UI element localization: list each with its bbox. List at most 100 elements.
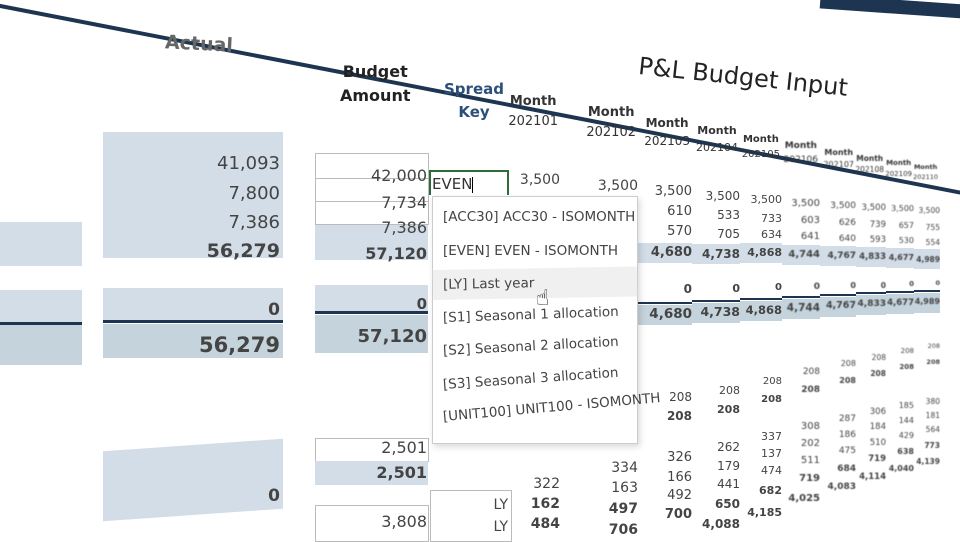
total-rule [820,294,856,296]
budget-input-cell[interactable] [315,178,429,202]
month-value[interactable]: 510 [869,438,886,449]
month-label: Month [587,105,635,120]
month-value[interactable]: 144 [898,416,914,426]
month-value[interactable]: 208 [669,389,692,404]
month-value[interactable]: 705 [717,226,740,241]
spread-key-cell[interactable] [430,490,512,542]
month-value[interactable]: 208 [900,347,914,356]
month-value[interactable]: 441 [717,476,740,491]
month-value[interactable]: 492 [667,487,692,503]
month-total: 0 [775,282,782,293]
month-value[interactable]: 3,500 [705,188,740,203]
month-value[interactable]: 634 [761,228,782,242]
dropdown-option[interactable]: [ACC30] ACC30 - ISOMONTH [443,209,636,225]
budget-value[interactable]: 42,000 [371,166,427,185]
month-value[interactable]: 137 [761,447,782,461]
budget-value[interactable]: 2,501 [381,438,427,457]
month-value[interactable]: 337 [761,430,782,444]
month-value[interactable]: 3,500 [654,183,692,199]
month-header: Month 202110 [913,163,938,183]
month-value[interactable]: 511 [800,455,820,466]
budget-input-cell[interactable] [315,505,429,542]
month-value[interactable]: 755 [925,222,940,232]
month-value[interactable]: 181 [925,410,940,420]
month-value[interactable]: 308 [800,421,820,432]
month-value[interactable]: 287 [838,413,856,424]
month-value[interactable]: 3,500 [830,200,856,211]
total-band [782,299,820,319]
month-value[interactable]: 3,500 [861,203,886,214]
month-total: 4,989 [914,297,940,307]
budget-input-cell[interactable] [315,201,429,225]
month-value[interactable]: 262 [717,439,740,454]
month-value[interactable]: 322 [533,476,560,493]
month-label: Month [509,94,557,109]
month-value[interactable]: 208 [719,384,740,398]
month-total: 484 [530,516,560,533]
month-total: 208 [870,368,886,378]
month-value[interactable]: 208 [840,359,856,369]
spread-key-editor-value[interactable]: EVEN [432,175,473,193]
spread-key-dropdown[interactable]: [ACC30] ACC30 - ISOMONTH [EVEN] EVEN - IS… [432,196,661,444]
month-value[interactable]: 739 [869,220,886,231]
month-value[interactable]: 474 [761,464,782,478]
month-value[interactable]: 326 [667,449,692,465]
month-header: Month 202101 [508,92,558,131]
budget-value[interactable]: 7,734 [381,193,427,212]
month-value[interactable]: 306 [869,407,886,418]
month-value[interactable]: 429 [898,431,914,441]
dropdown-option[interactable]: [LY] Last year [432,266,638,300]
dropdown-option[interactable]: [S1] Seasonal 1 allocation [442,303,619,326]
month-value[interactable]: 166 [667,469,692,485]
month-total: 706 [608,522,638,539]
month-value[interactable]: 3,500 [750,193,783,207]
month-value[interactable]: 184 [869,422,886,433]
actual-zero: 0 [268,300,280,320]
month-total: 4,083 [827,481,856,492]
month-value[interactable]: 593 [869,235,886,246]
month-value[interactable]: 530 [898,236,914,246]
spread-key-editor[interactable]: EVEN [429,170,509,195]
spread-key-value[interactable]: LY [493,519,509,535]
month-value[interactable]: 3,500 [891,204,914,214]
month-value[interactable]: 202 [800,438,820,449]
month-value[interactable]: 610 [667,203,692,219]
month-value[interactable]: 334 [611,460,638,477]
month-value[interactable]: 380 [925,396,940,406]
month-value[interactable]: 185 [898,401,914,411]
spread-key-value[interactable]: LY [493,497,509,513]
month-value[interactable]: 208 [802,366,820,377]
month-value[interactable]: 641 [800,231,820,242]
month-value[interactable]: 208 [762,376,782,387]
month-value[interactable]: 554 [925,237,940,247]
month-value[interactable]: 3,500 [519,172,560,189]
month-value[interactable]: 603 [800,215,820,226]
month-value[interactable]: 208 [927,342,940,351]
month-value[interactable]: 475 [838,445,856,456]
month-value[interactable]: 733 [761,212,782,226]
month-value[interactable]: 208 [871,352,886,362]
month-value[interactable]: 640 [838,233,856,244]
dropdown-option[interactable]: [EVEN] EVEN - ISOMONTH [443,243,619,259]
month-value[interactable]: 570 [667,223,692,239]
month-value[interactable]: 186 [838,429,856,440]
budget-header-line1: Budget [342,62,408,81]
month-value[interactable]: 179 [717,458,740,473]
month-value[interactable]: 533 [717,207,740,222]
dropdown-option[interactable]: [S2] Seasonal 2 allocation [442,333,619,359]
actual-block [103,132,283,258]
dropdown-option[interactable]: [UNIT100] UNIT100 - ISOMONTH [442,390,662,425]
month-value[interactable]: 3,500 [918,205,940,215]
month-value[interactable]: 564 [925,424,940,434]
budget-value[interactable]: 7,386 [381,218,427,237]
actual-value: 7,800 [228,183,280,204]
total-band [886,294,914,314]
month-value[interactable]: 626 [838,217,856,228]
budget-value[interactable]: 3,808 [381,512,427,531]
month-value[interactable]: 3,500 [791,198,820,209]
month-value[interactable]: 163 [611,480,638,497]
actual-value: 41,093 [217,153,280,174]
month-value[interactable]: 3,500 [597,178,638,195]
month-value[interactable]: 657 [898,221,914,231]
dropdown-option[interactable]: [S3] Seasonal 3 allocation [442,364,619,393]
